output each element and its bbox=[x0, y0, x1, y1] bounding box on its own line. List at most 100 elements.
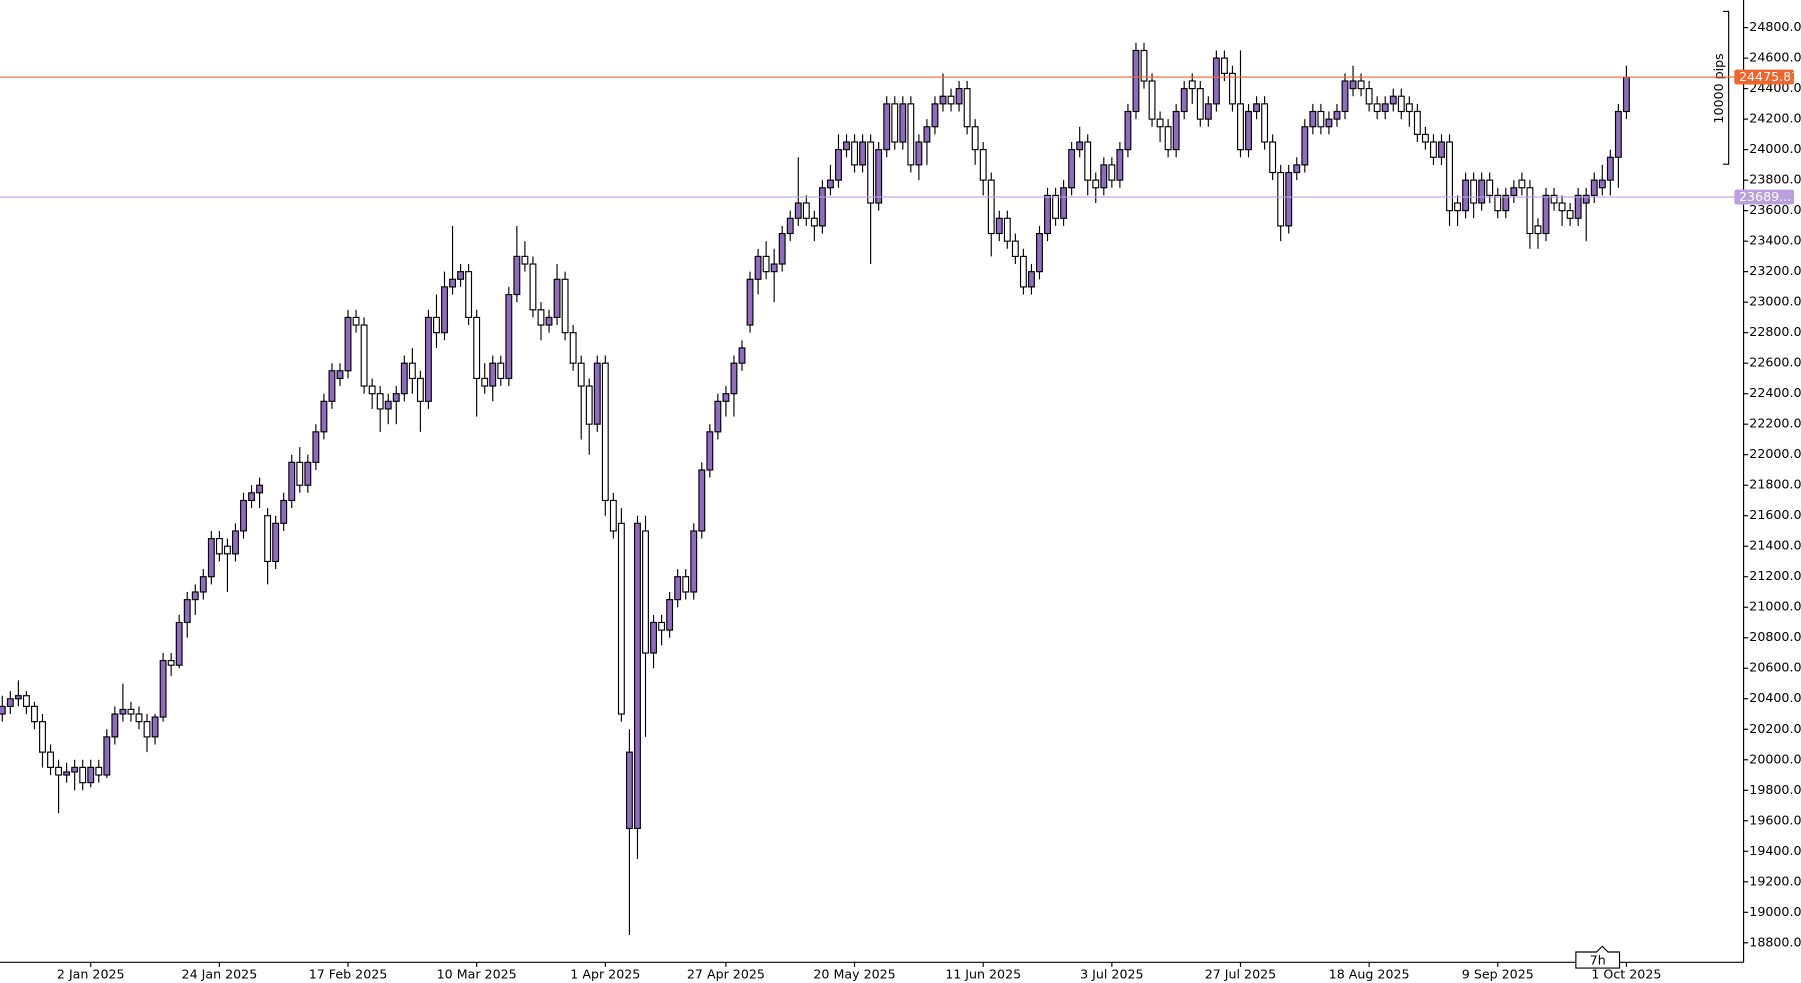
candle-body bbox=[851, 141, 859, 166]
candle-body bbox=[1003, 217, 1011, 242]
candle-body bbox=[1301, 126, 1309, 166]
candle-body bbox=[1486, 179, 1494, 196]
candle-body bbox=[1438, 141, 1445, 158]
candle-body bbox=[1550, 194, 1558, 204]
candle-body bbox=[634, 522, 641, 829]
candle-body bbox=[802, 202, 810, 219]
candle-body bbox=[762, 255, 770, 273]
candle-body bbox=[1156, 118, 1164, 128]
candle-body bbox=[47, 751, 54, 768]
candle-body bbox=[1494, 194, 1502, 212]
candle-body bbox=[264, 515, 272, 563]
candle-body bbox=[55, 766, 63, 776]
candle-body bbox=[207, 538, 215, 578]
price-tag-label: 24475.87 bbox=[1739, 69, 1799, 84]
candle-body bbox=[1574, 194, 1582, 219]
candle-body bbox=[71, 766, 79, 773]
y-tick-label: 23200.00 bbox=[1749, 263, 1801, 278]
x-tick-label: 3 Jul 2025 bbox=[1080, 966, 1143, 981]
candle-body bbox=[601, 362, 609, 502]
candle-body bbox=[666, 599, 674, 631]
candle-body bbox=[609, 499, 617, 532]
y-tick-label: 21400.00 bbox=[1749, 538, 1801, 553]
candle-body bbox=[119, 708, 127, 715]
candle-body bbox=[103, 736, 111, 776]
candle-body bbox=[1220, 57, 1228, 74]
candle-body bbox=[159, 660, 167, 718]
candle-body bbox=[690, 530, 698, 593]
y-tick-label: 21800.00 bbox=[1749, 477, 1801, 492]
candle-body bbox=[1100, 164, 1108, 189]
candle-body bbox=[1132, 49, 1140, 113]
candle-body bbox=[1019, 255, 1027, 288]
candle-body bbox=[1212, 57, 1220, 105]
candle-body bbox=[963, 88, 971, 128]
candle-body bbox=[859, 141, 867, 166]
candle-body bbox=[1470, 179, 1478, 204]
candle-body bbox=[465, 271, 473, 318]
candle-body bbox=[191, 591, 199, 601]
candle-body bbox=[312, 431, 320, 463]
candle-body bbox=[416, 377, 424, 402]
candle-body bbox=[1309, 110, 1317, 128]
candle-body bbox=[617, 522, 625, 715]
candle-body bbox=[6, 698, 14, 707]
x-tick-label: 20 May 2025 bbox=[813, 966, 895, 981]
candle-body bbox=[1245, 110, 1252, 151]
candle-body bbox=[111, 713, 119, 738]
candle-body bbox=[1140, 49, 1148, 82]
candle-body bbox=[368, 385, 376, 395]
y-tick-label: 23000.00 bbox=[1749, 294, 1801, 309]
candle-body bbox=[658, 621, 666, 631]
y-tick-label: 23800.00 bbox=[1749, 172, 1801, 187]
x-tick-label: 9 Sep 2025 bbox=[1462, 966, 1534, 981]
candle-body bbox=[883, 103, 891, 151]
candle-body bbox=[248, 492, 255, 502]
candle-body bbox=[1180, 88, 1188, 113]
candle-body bbox=[650, 621, 657, 654]
y-tick-label: 18800.00 bbox=[1749, 934, 1801, 949]
y-tick-label: 19000.00 bbox=[1749, 904, 1801, 919]
x-tick-label: 10 Mar 2025 bbox=[437, 966, 517, 981]
y-tick-label: 21200.00 bbox=[1749, 568, 1801, 583]
candle-body bbox=[352, 316, 360, 326]
candle-body bbox=[304, 461, 312, 486]
candle-body bbox=[770, 263, 778, 273]
y-tick-label: 22000.00 bbox=[1749, 446, 1801, 461]
candle-body bbox=[1413, 110, 1421, 135]
candle-body bbox=[232, 530, 239, 555]
candle-body bbox=[1044, 194, 1051, 235]
x-tick-label: 18 Aug 2025 bbox=[1329, 966, 1410, 981]
candle-body bbox=[682, 576, 690, 593]
candle-body bbox=[424, 316, 432, 402]
candle-body bbox=[995, 217, 1003, 235]
candle-body bbox=[529, 263, 537, 311]
candle-body bbox=[1172, 110, 1180, 151]
candle-body bbox=[545, 316, 553, 326]
candle-body bbox=[1606, 156, 1614, 181]
candle-body bbox=[561, 278, 569, 334]
candle-body bbox=[1269, 141, 1277, 174]
candle-body bbox=[1357, 80, 1365, 90]
candle-body bbox=[987, 179, 995, 235]
ruler-bracket bbox=[1722, 10, 1730, 165]
candle-body bbox=[1405, 103, 1413, 113]
candle-body bbox=[1454, 202, 1462, 212]
candle-body bbox=[1373, 103, 1381, 113]
candle-body bbox=[489, 362, 497, 387]
candle-body bbox=[143, 721, 151, 738]
candle-body bbox=[1148, 80, 1156, 120]
y-tick-label: 20400.00 bbox=[1749, 690, 1801, 705]
candle-body bbox=[875, 149, 883, 204]
candle-body bbox=[1084, 141, 1092, 181]
ruler-label: 10000 pips bbox=[1711, 53, 1726, 123]
timeframe-label: 7h bbox=[1590, 953, 1606, 968]
candle-body bbox=[376, 393, 384, 410]
candle-body bbox=[1582, 194, 1590, 204]
candle-body bbox=[907, 103, 915, 166]
candle-body bbox=[1333, 110, 1341, 120]
y-tick-label: 24600.00 bbox=[1749, 50, 1801, 65]
candle-body bbox=[14, 695, 22, 700]
candle-body bbox=[1036, 232, 1043, 273]
